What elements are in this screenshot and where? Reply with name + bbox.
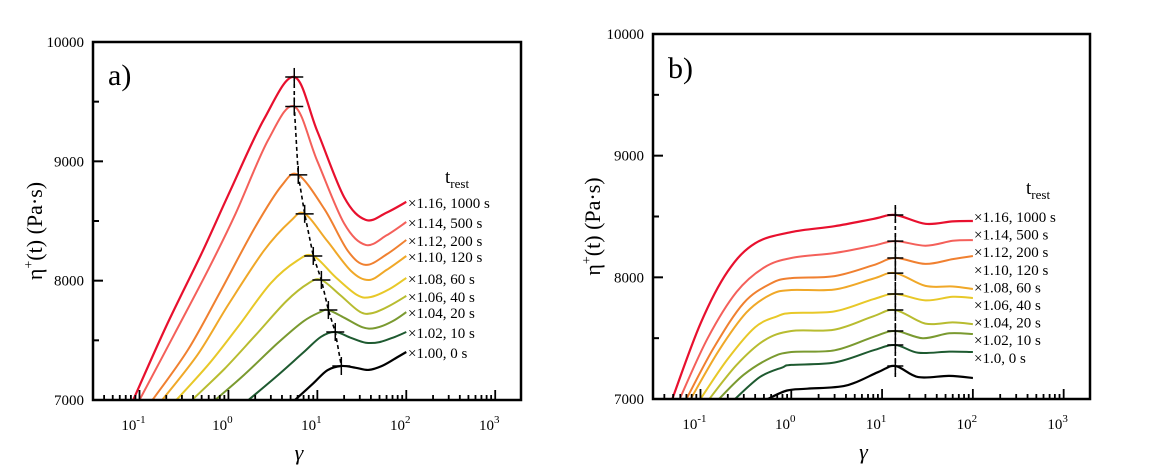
series-line-6 [718,329,973,399]
x-tick-label: 103 [1047,413,1068,433]
panel-label: b) [668,52,693,85]
x-tick-label: 10-1 [682,413,706,433]
series-line-5 [708,308,973,399]
series-line-2 [151,172,407,400]
y-tick-label: 10000 [47,35,85,51]
peak-locus-line [293,76,343,367]
x-tick-label: 103 [479,414,500,434]
x-axis-title: γ [859,439,869,464]
legend-label-5: ×1.06, 40 s [974,298,1041,314]
x-tick-label: 10-1 [121,414,145,434]
legend-title: trest [445,167,469,191]
y-tick-label: 9000 [54,154,84,170]
y-axis-title: η+(t) (Pa·s) [22,182,47,280]
series-line-1 [138,105,407,400]
x-tick-label: 102 [957,413,978,433]
x-tick-label: 100 [775,413,796,433]
series-line-7 [247,330,407,400]
legend-label-7: ×1.02, 10 s [974,333,1041,349]
x-tick-label: 102 [390,414,411,434]
legend-label-1: ×1.14, 500 s [408,216,482,232]
series-line-2 [685,255,974,399]
panel-label: a) [108,59,131,92]
series-line-0 [132,75,407,400]
legend-label-0: ×1.16, 1000 s [974,210,1056,226]
legend-label-8: ×1.00, 0 s [408,346,467,362]
legend-title: trest [1026,178,1050,202]
panel-a: 7000 8000 9000 10000 10-1 100 101 102 103 γ η+(t) … [22,35,523,465]
series-line-5 [191,278,407,400]
legend-label-3: ×1.10, 120 s [408,250,482,266]
x-axis-title: γ [295,440,305,465]
y-tick-label: 8000 [614,270,644,286]
series-line-3 [161,211,407,400]
x-tick-label: 101 [866,413,887,433]
series-group [671,205,974,399]
x-tick-label: 100 [212,414,233,434]
legend-label-2: ×1.12, 200 s [974,245,1048,261]
legend-label-6: ×1.04, 20 s [408,306,475,322]
y-axis-title: η+(t) (Pa·s) [580,177,605,275]
series-line-7 [734,343,973,399]
legend-label-0: ×1.16, 1000 s [408,196,490,212]
series-line-4 [699,292,973,399]
legend-label-5: ×1.06, 40 s [408,290,475,306]
panel-b: 7000 8000 9000 10000 10-1 100 101 102 103 γ η+(t) … [580,27,1092,464]
series-line-8 [294,351,407,400]
y-tick-label: 7000 [614,392,644,408]
x-tick-label: 101 [301,414,322,434]
legend-label-8: ×1.0, 0 s [974,351,1026,367]
y-tick-label: 7000 [54,393,84,409]
legend-label-4: ×1.08, 60 s [408,272,475,288]
legend-label-2: ×1.12, 200 s [408,234,482,250]
y-tick-label: 8000 [54,274,84,290]
series-line-1 [678,239,973,399]
y-tick-label: 10000 [607,27,645,43]
legend-label-6: ×1.04, 20 s [974,316,1041,332]
series-line-3 [689,271,974,399]
legend-label-7: ×1.02, 10 s [408,326,475,342]
series-line-4 [175,253,407,400]
legend-label-4: ×1.08, 60 s [974,280,1041,296]
series-line-0 [671,213,973,399]
legend-label-1: ×1.14, 500 s [974,228,1048,244]
series-line-8 [767,364,974,399]
series-group [132,67,407,400]
y-tick-label: 9000 [614,149,644,165]
legend-label-3: ×1.10, 120 s [974,263,1048,279]
